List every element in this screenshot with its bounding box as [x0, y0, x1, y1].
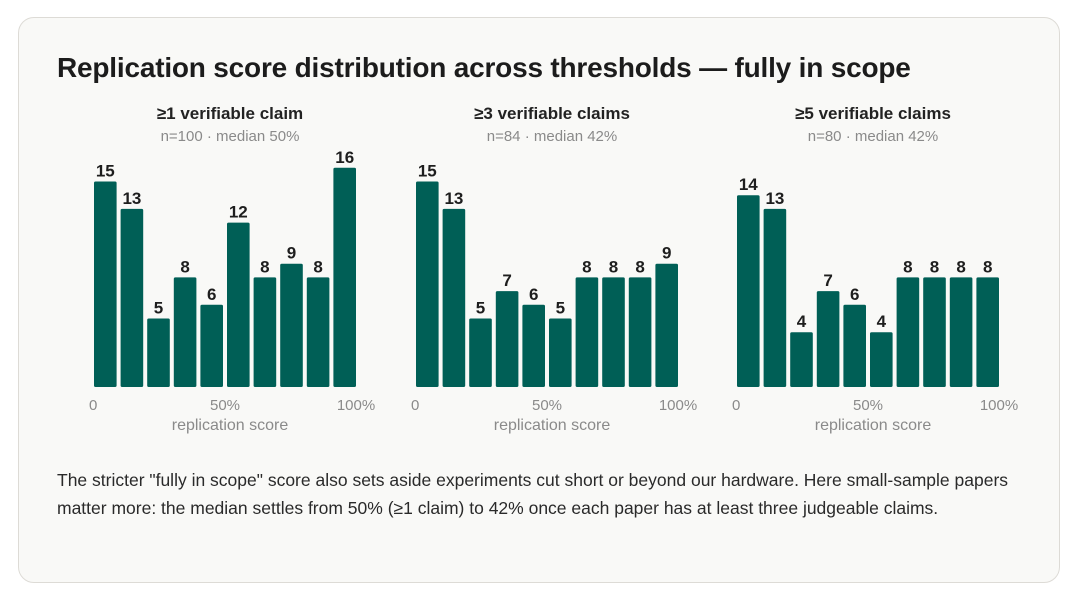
data-label: 8	[582, 257, 591, 276]
data-label: 8	[956, 257, 965, 276]
x-tick-label: 100%	[337, 397, 375, 414]
bar-0%	[94, 181, 117, 387]
data-label: 8	[609, 257, 618, 276]
panel-subtitle: n=84 · median 42%	[486, 128, 618, 145]
chart-panel-2: ≥3 verifiable claims n=84 · median 42% 1…	[402, 100, 702, 445]
bar-50%	[549, 318, 572, 387]
data-label: 8	[983, 257, 992, 276]
data-label: 7	[502, 271, 511, 290]
bar-30%	[495, 291, 519, 387]
data-label: 8	[260, 257, 269, 276]
bar-80%	[628, 277, 652, 387]
data-label: 4	[877, 312, 887, 331]
data-label: 16	[335, 148, 354, 167]
bar-20%	[790, 332, 813, 387]
bar-40%	[522, 304, 545, 387]
x-tick-label: 50%	[853, 397, 883, 414]
bar-10%	[120, 208, 144, 387]
panel-title: ≥3 verifiable claims	[474, 104, 630, 123]
data-label: 5	[556, 299, 565, 318]
bar-90%	[976, 277, 999, 387]
bar-20%	[469, 318, 492, 387]
data-label: 5	[476, 299, 485, 318]
bar-40%	[200, 304, 223, 387]
bar-90%	[333, 167, 356, 387]
data-label: 7	[823, 271, 832, 290]
chart-panel-3: ≥5 verifiable claims n=80 · median 42% 1…	[723, 100, 1023, 445]
x-tick-label: 50%	[210, 397, 240, 414]
x-axis-label: replication score	[814, 417, 932, 434]
chart-panel-1: ≥1 verifiable claim n=100 · median 50% 1…	[80, 100, 380, 445]
data-label: 9	[287, 244, 296, 263]
bar-90%	[655, 263, 678, 387]
data-label: 4	[797, 312, 807, 331]
chart-caption: The stricter "fully in scope" score also…	[57, 470, 1009, 518]
bar-80%	[306, 277, 330, 387]
x-tick-label: 50%	[532, 397, 562, 414]
data-label: 6	[529, 285, 538, 304]
x-tick-label: 0	[411, 397, 419, 414]
bar-10%	[763, 208, 787, 387]
x-tick-label: 0	[732, 397, 740, 414]
data-label: 9	[662, 244, 671, 263]
data-label: 12	[229, 203, 248, 222]
data-label: 13	[444, 189, 463, 208]
data-label: 8	[903, 257, 912, 276]
data-label: 6	[207, 285, 216, 304]
x-axis-label: replication score	[171, 417, 289, 434]
bar-60%	[896, 277, 920, 387]
bar-50%	[227, 222, 250, 387]
bar-60%	[253, 277, 277, 387]
bar-0%	[737, 195, 760, 387]
page-title: Replication score distribution across th…	[57, 52, 911, 83]
bar-40%	[843, 304, 866, 387]
data-label: 8	[930, 257, 939, 276]
panel-subtitle: n=80 · median 42%	[807, 128, 939, 145]
bar-0%	[416, 181, 439, 387]
bar-70%	[602, 277, 625, 387]
data-label: 8	[635, 257, 644, 276]
x-tick-label: 100%	[980, 397, 1018, 414]
bar-20%	[147, 318, 170, 387]
data-label: 15	[96, 162, 115, 181]
data-label: 5	[154, 299, 163, 318]
bar-70%	[280, 263, 303, 387]
data-label: 8	[180, 257, 189, 276]
data-label: 15	[418, 162, 437, 181]
panel-title: ≥5 verifiable claims	[795, 104, 951, 123]
bar-10%	[442, 208, 466, 387]
bar-30%	[816, 291, 840, 387]
data-label: 13	[765, 189, 784, 208]
x-axis-label: replication score	[493, 417, 611, 434]
panel-subtitle: n=100 · median 50%	[160, 128, 300, 145]
bar-70%	[923, 277, 946, 387]
data-label: 14	[739, 175, 758, 194]
panel-title: ≥1 verifiable claim	[156, 104, 304, 123]
data-label: 8	[313, 257, 322, 276]
data-label: 13	[122, 189, 141, 208]
data-label: 6	[850, 285, 859, 304]
x-tick-label: 0	[89, 397, 97, 414]
bar-80%	[949, 277, 973, 387]
x-tick-label: 100%	[659, 397, 697, 414]
bar-30%	[173, 277, 197, 387]
bar-60%	[575, 277, 599, 387]
bar-50%	[870, 332, 893, 387]
